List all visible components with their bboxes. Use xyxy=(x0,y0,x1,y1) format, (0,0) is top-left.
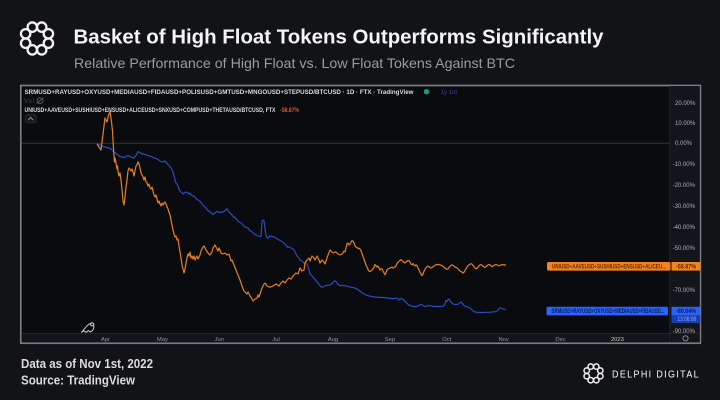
svg-text:Vol: Vol xyxy=(24,99,34,105)
svg-text:SRMUSD+RAYUSD+OXYUSD+MEDIAUSD+: SRMUSD+RAYUSD+OXYUSD+MEDIAUSD+FIDAUSD... xyxy=(552,309,665,315)
svg-text:SRMUSD+RAYUSD+OXYUSD+MEDIAUSD+: SRMUSD+RAYUSD+OXYUSD+MEDIAUSD+FIDAUSD+PO… xyxy=(25,89,414,96)
svg-text:0.00%: 0.00% xyxy=(675,141,693,147)
svg-text:-30.00%: -30.00% xyxy=(673,204,696,210)
svg-text:May: May xyxy=(157,337,168,343)
svg-text:Oct: Oct xyxy=(442,337,451,343)
svg-text:Aug: Aug xyxy=(328,337,338,343)
svg-text:-80.04%: -80.04% xyxy=(676,308,696,315)
svg-text:Dec: Dec xyxy=(555,337,565,343)
svg-text:-70.00%: -70.00% xyxy=(673,288,696,294)
svg-text:-40.00%: -40.00% xyxy=(673,225,696,231)
svg-text:Data as of Nov 1st, 2022: Data as of Nov 1st, 2022 xyxy=(21,356,153,371)
svg-text:Jun: Jun xyxy=(215,337,224,343)
svg-text:UNIUSD+AAVEUSD+SUSHIUSD+ENSUSD: UNIUSD+AAVEUSD+SUSHIUSD+ENSUSD+ALICEUSD+… xyxy=(25,107,277,114)
svg-text:Nov: Nov xyxy=(498,337,508,343)
svg-text:Jul: Jul xyxy=(272,337,279,343)
svg-text:13:06:08: 13:06:08 xyxy=(678,317,697,323)
svg-text:-90.00%: -90.00% xyxy=(673,329,696,335)
svg-text:2023: 2023 xyxy=(611,337,624,343)
svg-text:UNIUSD+AAVEUSD+SUSHIUSD+ENSUSD: UNIUSD+AAVEUSD+SUSHIUSD+ENSUSD+ALICEU... xyxy=(552,264,666,270)
svg-text:-50.00%: -50.00% xyxy=(673,246,696,252)
svg-text:1y 1m: 1y 1m xyxy=(441,89,458,96)
svg-text:Relative Performance of High F: Relative Performance of High Float vs. L… xyxy=(74,55,515,71)
svg-text:DELPHI DIGITAL: DELPHI DIGITAL xyxy=(612,370,700,381)
svg-text:Sep: Sep xyxy=(385,337,395,343)
svg-text:10.00%: 10.00% xyxy=(675,121,696,127)
svg-text:Source: TradingView: Source: TradingView xyxy=(21,373,136,388)
svg-text:-20.00%: -20.00% xyxy=(673,183,696,189)
svg-text:-58.87%: -58.87% xyxy=(280,107,299,114)
svg-text:-10.00%: -10.00% xyxy=(673,162,696,168)
svg-text:20.00%: 20.00% xyxy=(675,101,696,107)
svg-text:-58.87%: -58.87% xyxy=(676,263,696,270)
svg-text:Basket of High Float Tokens Ou: Basket of High Float Tokens Outperforms … xyxy=(74,26,605,49)
svg-text:Apr: Apr xyxy=(101,337,110,343)
